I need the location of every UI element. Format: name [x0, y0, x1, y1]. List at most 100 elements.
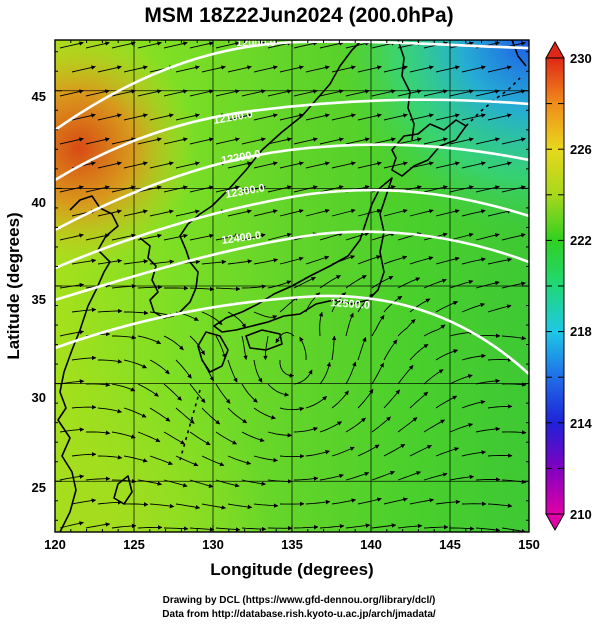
streamline-arrow	[397, 137, 422, 145]
streamline-arrow	[319, 361, 331, 385]
streamline-arrow	[279, 113, 304, 121]
colorbar-tick-label: 226	[570, 142, 592, 157]
streamline-arrow	[487, 453, 513, 458]
streamline-arrow	[123, 161, 148, 169]
streamline-arrow	[319, 41, 344, 49]
streamline-arrow	[357, 208, 382, 217]
streamline-arrow	[487, 161, 512, 169]
streamline-arrow	[189, 41, 214, 49]
streamline-arrow	[357, 65, 382, 73]
streamline-arrow	[97, 500, 123, 505]
streamline-arrow	[461, 113, 486, 121]
streamline-arrow	[331, 390, 349, 409]
streamline-arrow	[357, 113, 382, 121]
streamline-arrow	[397, 523, 423, 529]
streamline-arrow	[383, 208, 408, 217]
streamline-arrow	[59, 233, 84, 241]
streamline-arrow	[189, 431, 211, 446]
streamline-arrow	[279, 256, 304, 265]
streamline-arrow	[305, 65, 330, 73]
streamline-arrow	[137, 284, 163, 290]
streamline-arrow	[293, 41, 318, 49]
streamline-arrow	[175, 407, 195, 424]
streamline-arrow	[241, 335, 248, 361]
streamline-arrow	[241, 431, 265, 443]
streamline-arrow	[461, 65, 486, 73]
x-tick-label: 150	[518, 537, 540, 552]
streamline-arrow	[149, 359, 170, 375]
streamline-arrow	[371, 362, 384, 385]
streamline-arrow	[293, 369, 313, 385]
streamline-arrow	[475, 233, 500, 241]
streamline-arrow	[267, 479, 293, 484]
streamline-arrow	[59, 282, 85, 289]
streamline-arrow	[123, 502, 149, 507]
colorbar-tick-label: 222	[570, 233, 592, 248]
streamline-arrow	[215, 479, 240, 488]
streamline-arrow	[241, 479, 267, 486]
streamline-arrow	[163, 41, 188, 49]
streamline-arrow	[345, 471, 370, 481]
streamline-arrow	[85, 522, 111, 529]
streamline-arrow	[293, 524, 319, 530]
streamline-arrow	[85, 185, 110, 193]
honshu-coast	[213, 177, 393, 333]
streamline-arrow	[305, 499, 331, 505]
streamline-arrow	[345, 231, 370, 241]
streamline-arrow	[357, 497, 382, 505]
streamline-arrow	[501, 430, 527, 435]
streamline-arrow	[253, 359, 263, 383]
streamline-arrow	[71, 258, 97, 265]
map-title: MSM 18Z22Jun2024 (200.0hPa)	[144, 4, 453, 27]
streamline-arrow	[201, 311, 223, 326]
streamline-arrow	[149, 407, 171, 422]
contour-line	[55, 188, 529, 270]
streamline-arrow	[423, 137, 448, 145]
streamline-arrow	[189, 383, 206, 403]
streamline-arrow	[501, 137, 526, 145]
streamline-arrow	[163, 526, 189, 531]
y-tick-label: 35	[32, 292, 46, 307]
streamline-arrow	[175, 503, 201, 510]
streamline-arrow	[97, 258, 123, 265]
streamline-arrow	[501, 527, 527, 532]
streamline-arrow	[435, 161, 460, 169]
streamline-arrow	[137, 479, 163, 486]
colorbar-tick-label: 218	[570, 324, 592, 339]
streamline-arrow	[449, 185, 474, 193]
x-tick-label: 140	[360, 537, 382, 552]
streamline-arrow	[397, 319, 416, 337]
streamline-arrow	[123, 407, 147, 418]
streamline-arrow	[423, 472, 448, 481]
streamline-arrow	[97, 455, 123, 460]
streamline-arrow	[475, 378, 501, 385]
streamline-arrow	[409, 65, 434, 73]
streamline-arrow	[435, 209, 460, 217]
streamline-arrow	[267, 232, 292, 241]
streamline-arrow	[501, 479, 527, 485]
streamline-arrow	[397, 277, 421, 289]
streamline-arrow	[85, 137, 110, 145]
streamline-arrow	[241, 185, 266, 193]
x-tick-label: 145	[439, 537, 461, 552]
credit-data: Data from http://database.rish.kyoto-u.a…	[162, 609, 436, 620]
streamline-arrow	[501, 233, 526, 241]
streamline-arrow	[111, 233, 136, 241]
streamline-arrow	[383, 161, 408, 169]
streamline-arrow	[215, 89, 240, 97]
streamline-arrow	[97, 65, 122, 73]
streamline-arrow	[98, 359, 123, 364]
y-tick-label: 40	[32, 195, 46, 210]
streamline-arrow	[253, 311, 278, 320]
streamline-arrow	[435, 499, 461, 505]
hokkaido-coast	[391, 119, 467, 177]
streamline-arrow	[123, 259, 149, 265]
streamline-arrow	[97, 308, 123, 314]
colorbar-tick-label: 230	[570, 51, 592, 66]
streamline-arrow	[449, 89, 474, 97]
streamline-arrow	[253, 113, 278, 121]
streamline-arrow	[111, 41, 136, 49]
streamline-arrow	[449, 279, 474, 289]
streamline-arrow	[435, 65, 460, 73]
streamline-arrow	[475, 477, 501, 482]
